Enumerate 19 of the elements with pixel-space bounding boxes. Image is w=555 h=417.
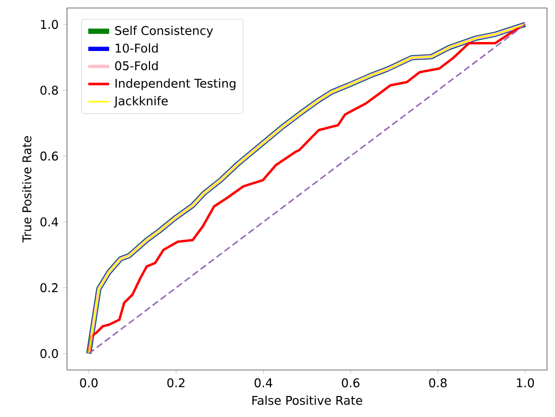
legend-label: Jackknife [114,96,168,108]
y-tick-label: 0.8 [40,86,58,95]
y-tick-label: 0.2 [40,283,58,292]
x-tick-label: 0.4 [254,378,272,388]
x-tick-label: 0.6 [342,378,360,388]
x-tick-label: 0.0 [80,378,98,388]
legend-label: 10-Fold [116,43,158,53]
legend-label: Self Consistency [115,26,213,38]
y-tick-label: 1.0 [40,20,58,29]
x-tick-label: 0.2 [167,378,184,388]
x-tick-label: 0.8 [429,378,447,388]
x-tick-label: 1.0 [516,378,534,388]
y-axis-title: True Positive Rate [22,136,32,242]
y-tick-label: 0.0 [40,349,58,358]
y-tick-label: 0.4 [40,217,58,226]
legend-label: 05-Fold [115,60,158,70]
x-axis-title: False Positive Rate [252,396,362,405]
legend-label: Independent Testing [116,78,236,90]
y-tick-label: 0.6 [40,152,58,161]
